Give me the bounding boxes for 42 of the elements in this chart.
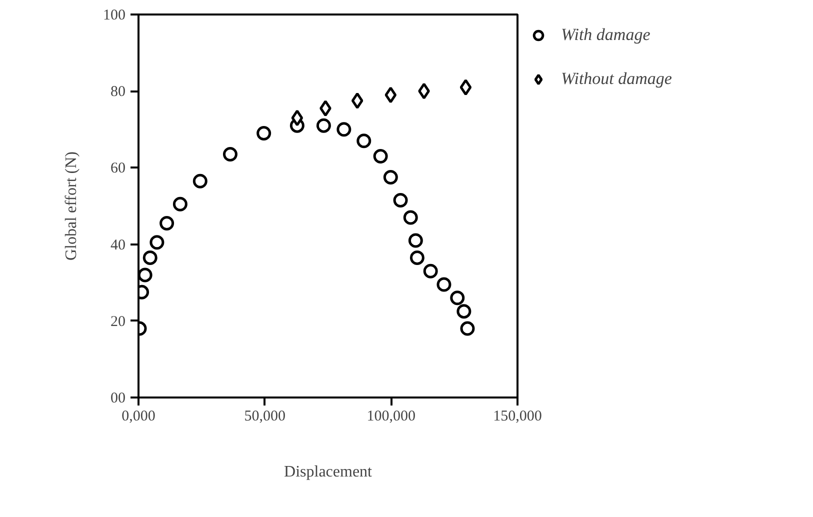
point bbox=[418, 82, 430, 100]
y-tick-label: 80 bbox=[110, 84, 126, 100]
point bbox=[383, 170, 398, 185]
point bbox=[356, 134, 372, 148]
y-tick-label: 40 bbox=[110, 237, 126, 254]
point bbox=[408, 233, 423, 248]
point bbox=[456, 304, 472, 319]
y-tick-label: 60 bbox=[110, 160, 126, 177]
point bbox=[256, 126, 272, 140]
x-tick-label: 0,000 bbox=[122, 408, 156, 424]
point bbox=[384, 86, 397, 104]
point bbox=[450, 290, 465, 306]
point bbox=[410, 250, 424, 265]
point bbox=[320, 100, 332, 117]
point bbox=[150, 235, 164, 250]
point bbox=[192, 174, 208, 188]
point bbox=[336, 122, 352, 137]
x-tick-label: 50,000 bbox=[244, 408, 286, 424]
x-axis-title: Displacement bbox=[284, 464, 373, 480]
point bbox=[291, 110, 304, 126]
point bbox=[423, 264, 438, 278]
point bbox=[393, 193, 408, 208]
point bbox=[138, 268, 152, 282]
point bbox=[172, 196, 188, 212]
x-tick-label: 150,000 bbox=[493, 408, 542, 424]
point bbox=[460, 79, 472, 96]
point bbox=[351, 92, 364, 109]
point bbox=[160, 216, 174, 230]
point bbox=[373, 148, 388, 164]
legend-label: With damage bbox=[561, 25, 650, 45]
point bbox=[316, 118, 331, 133]
point bbox=[403, 210, 418, 225]
point bbox=[222, 147, 238, 162]
y-tick-label: 20 bbox=[110, 314, 126, 330]
y-tick-label: 100 bbox=[103, 8, 126, 24]
x-tick-label: 100,000 bbox=[366, 408, 416, 424]
point bbox=[460, 321, 475, 336]
y-tick-label: 00 bbox=[110, 390, 126, 406]
y-axis-title: Global effort (N) bbox=[63, 152, 80, 260]
legend-label: Without damage bbox=[561, 69, 672, 89]
point bbox=[436, 277, 452, 292]
point bbox=[142, 250, 158, 265]
